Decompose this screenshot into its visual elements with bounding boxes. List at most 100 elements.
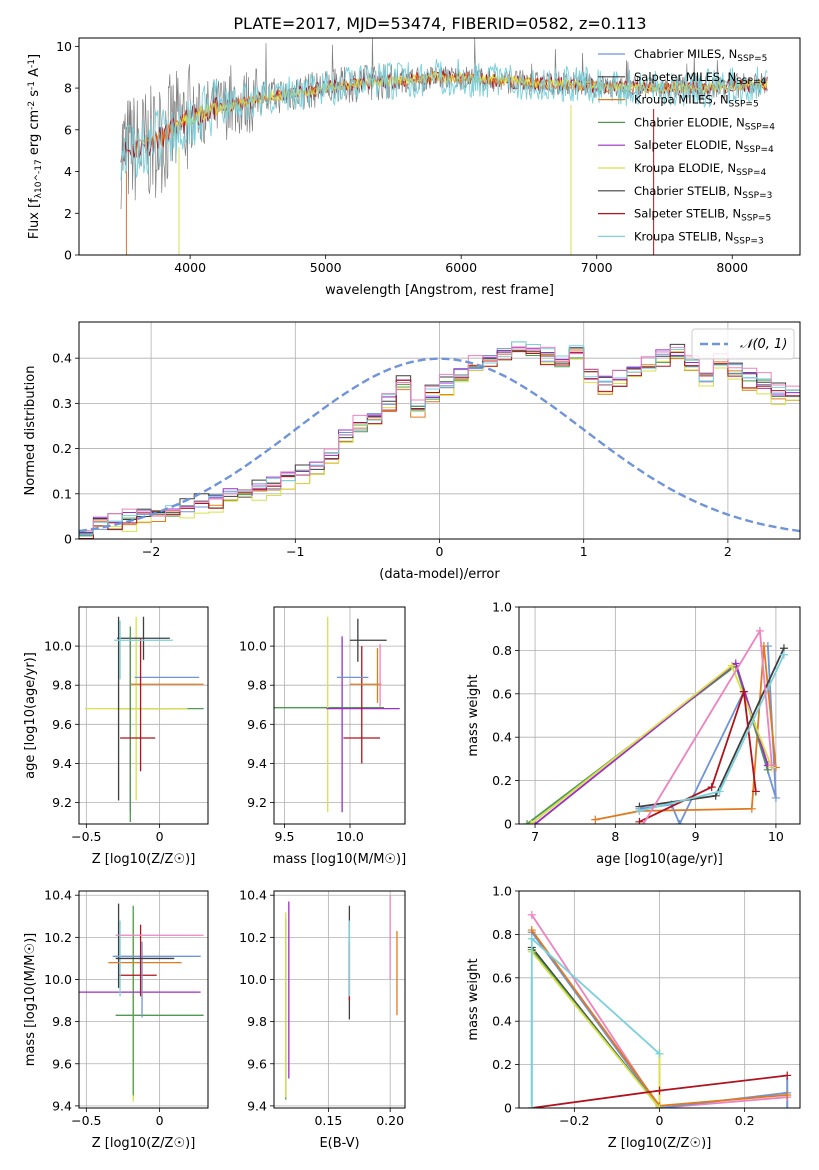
y-tick-label: 0.2 bbox=[492, 773, 512, 788]
mass-weight-line-pink bbox=[531, 914, 788, 1108]
plot-area bbox=[527, 910, 792, 1108]
y-tick-label: 9.6 bbox=[52, 1056, 72, 1071]
plus-marker bbox=[655, 1086, 664, 1095]
mass-weight-line-purple bbox=[534, 661, 769, 824]
plus-marker bbox=[727, 661, 736, 670]
plus-marker bbox=[527, 934, 536, 943]
y-tick-label: 0.4 bbox=[492, 730, 512, 745]
x-tick-label: 0 bbox=[156, 829, 164, 844]
y-tick-label: 0 bbox=[64, 532, 72, 547]
y-axis-label: mass weight bbox=[466, 674, 481, 756]
y-tick-label: 0 bbox=[504, 817, 512, 832]
y-axis-label: age [log10(age/yr)] bbox=[23, 652, 38, 779]
residual-histogram-panel: −2 −1 0 1 2 0 0.1 0.2 0.3 0.4 (data-model)/error No… bbox=[23, 321, 801, 582]
y-tick-label: 0 bbox=[504, 1101, 512, 1116]
spectrum-panel: 4000 5000 6000 7000 8000 0 2 4 6 8 10 wavelength [A… bbox=[27, 37, 801, 298]
spectrum-legend: Chabrier MILES, NSSP=5 Salpeter MILES, NS… bbox=[598, 47, 775, 246]
y-tick-label: 0.4 bbox=[52, 351, 72, 366]
y-tick-label: 0.6 bbox=[492, 970, 512, 985]
x-tick-label: −2 bbox=[142, 544, 160, 559]
x-axis-label: wavelength [Angstrom, rest frame] bbox=[325, 283, 554, 298]
plot-area bbox=[523, 626, 788, 824]
y-tick-label: 0.6 bbox=[492, 686, 512, 701]
x-axis-label: E(B-V) bbox=[319, 1136, 359, 1151]
x-tick-label: 0 bbox=[436, 544, 444, 559]
plus-marker bbox=[591, 815, 600, 824]
z-vs-mass-panel: −0.5 0 9.4 9.6 9.8 10.0 10.2 10.4 Z [log10(Z/Z☉)… bbox=[23, 888, 209, 1151]
histogram-step-pink bbox=[79, 346, 800, 539]
histogram-step-cyan bbox=[79, 341, 800, 539]
x-tick-label: −0.2 bbox=[559, 1113, 589, 1128]
histogram-step-yellow bbox=[79, 350, 800, 539]
plus-marker bbox=[527, 926, 536, 935]
plus-marker bbox=[751, 787, 760, 796]
x-tick-label: 8 bbox=[611, 829, 619, 844]
histogram-step-orange bbox=[79, 349, 800, 539]
x-axis-label: mass [log10(M/M☉)] bbox=[273, 852, 406, 867]
legend-box bbox=[691, 328, 795, 360]
z-mass-weight-panel: −0.2 0 0.2 0 0.2 0.4 0.6 0.8 1.0 Z [log10(Z/Z☉)] m… bbox=[466, 884, 801, 1151]
axes-frame bbox=[78, 321, 801, 540]
y-tick-label: 9.2 bbox=[52, 795, 72, 810]
figure-title: PLATE=2017, MJD=53474, FIBERID=0582, z=0… bbox=[233, 14, 646, 33]
normal-curve bbox=[79, 357, 800, 533]
y-tick-label: 1.0 bbox=[492, 600, 512, 615]
x-tick-label: 2 bbox=[724, 544, 732, 559]
x-axis-label: Z [log10(Z/Z☉)] bbox=[608, 1136, 712, 1151]
x-tick-label: 5000 bbox=[310, 260, 342, 275]
x-tick-label: 9 bbox=[692, 829, 700, 844]
plus-marker bbox=[527, 820, 536, 824]
axes-frame bbox=[518, 606, 801, 825]
legend-label: 𝒩(0, 1) bbox=[740, 337, 787, 352]
y-tick-label: 9.4 bbox=[247, 756, 267, 771]
y-tick-label: 10.0 bbox=[239, 972, 267, 987]
plus-marker bbox=[655, 1104, 664, 1108]
y-axis-label: mass [log10(M/M☉)] bbox=[23, 933, 38, 1066]
y-tick-label: 9.2 bbox=[247, 795, 267, 810]
legend-label: Kroupa STELIB, NSSP=3 bbox=[634, 229, 764, 246]
plus-marker bbox=[739, 687, 748, 696]
plus-marker bbox=[783, 1090, 792, 1099]
plus-marker bbox=[639, 820, 648, 824]
y-tick-label: 2 bbox=[64, 206, 72, 221]
y-tick-label: 9.6 bbox=[247, 717, 267, 732]
axes-frame bbox=[273, 606, 406, 825]
y-axis-label: mass weight bbox=[466, 958, 481, 1040]
y-tick-label: 9.6 bbox=[52, 717, 72, 732]
legend-label: Salpeter STELIB, NSSP=5 bbox=[634, 207, 771, 224]
x-tick-label: 6000 bbox=[445, 260, 477, 275]
y-tick-label: 10.0 bbox=[44, 639, 72, 654]
y-tick-label: 9.8 bbox=[52, 1014, 72, 1029]
mass-weight-line-yellow bbox=[531, 951, 661, 1108]
plus-marker bbox=[731, 659, 740, 668]
plus-marker bbox=[783, 1071, 792, 1080]
plus-marker bbox=[635, 817, 644, 824]
plus-marker bbox=[523, 820, 532, 824]
y-axis-label: Flux [fλ10^-17 erg cm-2 s-1 A-1] bbox=[27, 54, 44, 239]
y-tick-label: 9.8 bbox=[247, 1014, 267, 1029]
plus-marker bbox=[635, 806, 644, 815]
x-axis-label: (data-model)/error bbox=[379, 567, 500, 582]
y-tick-label: 10 bbox=[56, 39, 72, 54]
y-tick-label: 10.4 bbox=[44, 888, 72, 903]
x-tick-label: 0.2 bbox=[735, 1113, 755, 1128]
legend-label: Salpeter MILES, NSSP=4 bbox=[634, 70, 766, 87]
axes-frame bbox=[78, 37, 801, 256]
x-tick-label: 0 bbox=[156, 1113, 164, 1128]
y-tick-label: 8 bbox=[64, 81, 72, 96]
y-tick-label: 0.1 bbox=[52, 486, 72, 501]
mass-weight-line-yellow bbox=[530, 664, 773, 824]
plus-marker bbox=[715, 787, 724, 796]
y-tick-label: 0 bbox=[64, 248, 72, 263]
y-tick-label: 6 bbox=[64, 122, 72, 137]
legend-label: Chabrier ELODIE, NSSP=4 bbox=[634, 115, 775, 132]
z-vs-age-panel: −0.5 0 9.2 9.4 9.6 9.8 10.0 Z [log10(Z/Z☉)] age … bbox=[23, 606, 209, 867]
y-tick-label: 0.8 bbox=[492, 927, 512, 942]
x-tick-label: −0.5 bbox=[71, 1113, 101, 1128]
legend-label: Salpeter ELODIE, NSSP=4 bbox=[634, 138, 774, 155]
y-tick-label: 9.6 bbox=[247, 1056, 267, 1071]
y-tick-label: 0.2 bbox=[52, 441, 72, 456]
y-tick-label: 0.8 bbox=[492, 643, 512, 658]
x-tick-label: 7 bbox=[531, 829, 539, 844]
y-tick-label: 0.4 bbox=[492, 1014, 512, 1029]
